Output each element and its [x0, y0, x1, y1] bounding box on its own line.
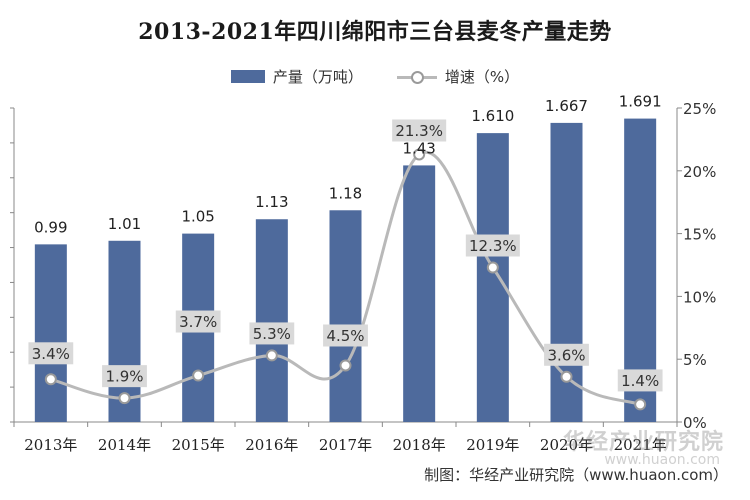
growth-marker [192, 369, 205, 382]
bar-value-label: 1.05 [181, 208, 214, 226]
x-tick-label: 2014年 [98, 436, 151, 454]
bar-value-label: 1.610 [471, 107, 514, 125]
growth-marker [560, 370, 573, 383]
legend-label-output: 产量（万吨） [272, 68, 363, 86]
x-tick-label: 2019年 [466, 436, 519, 454]
bar [476, 133, 509, 422]
growth-marker [486, 261, 499, 274]
bar-value-label: 1.18 [329, 184, 362, 202]
growth-label-box [617, 369, 663, 392]
growth-marker [44, 373, 57, 386]
bar-value-label: 0.99 [34, 218, 67, 236]
growth-marker [339, 359, 352, 372]
growth-label-box [392, 119, 447, 142]
bar [34, 244, 67, 422]
growth-value-label: 12.3% [469, 237, 517, 255]
legend-label-growth: 增速（%） [444, 68, 520, 86]
growth-label-box [175, 310, 221, 333]
x-tick-label: 2018年 [393, 436, 446, 454]
legend-item-output: 产量（万吨） [230, 66, 363, 87]
x-tick-label: 2015年 [172, 436, 225, 454]
growth-label-box [102, 365, 147, 388]
growth-label-box [323, 324, 368, 347]
bar-value-label: 1.01 [108, 215, 141, 233]
bar [255, 219, 288, 422]
growth-line [50, 150, 641, 406]
legend-bar-swatch [230, 70, 265, 83]
right-tick-label: 15% [683, 226, 716, 244]
growth-marker [265, 349, 278, 362]
bar [329, 210, 362, 422]
right-tick-label: 5% [683, 351, 707, 369]
watermark: 华经产业研究院 [562, 430, 724, 455]
right-tick-label: 20% [683, 163, 716, 181]
growth-value-label: 3.7% [179, 313, 217, 331]
growth-value-label: 1.4% [621, 372, 659, 390]
growth-value-label: 3.6% [547, 346, 585, 364]
growth-label-box [249, 322, 295, 345]
right-tick-label: 25% [683, 100, 716, 118]
legend: 产量（万吨） 增速（%） [0, 66, 750, 87]
bar-value-label: 1.43 [402, 139, 435, 157]
growth-label-box [544, 343, 589, 366]
x-tick-label: 2016年 [245, 436, 298, 454]
growth-value-label: 4.5% [326, 327, 364, 345]
growth-marker [118, 392, 131, 405]
x-tick-label: 2021年 [614, 436, 667, 454]
growth-value-label: 3.4% [32, 345, 70, 363]
legend-line-swatch [396, 70, 437, 84]
right-tick-label: 10% [683, 288, 716, 306]
x-tick-label: 2020年 [540, 436, 593, 454]
x-tick-label: 2013年 [24, 436, 77, 454]
bar [108, 240, 141, 422]
growth-label-box [28, 342, 74, 365]
bar-value-label: 1.13 [255, 193, 288, 211]
right-tick-label: 0% [683, 414, 707, 432]
growth-value-label: 21.3% [395, 122, 443, 140]
source-note: 制图：华经产业研究院（www.huaon.com） [424, 466, 728, 484]
x-tick-label: 2017年 [319, 436, 372, 454]
watermark-url: www.huaon.com [604, 452, 720, 468]
growth-marker [413, 148, 426, 161]
bar-value-label: 1.667 [545, 97, 588, 115]
bar-value-label: 1.691 [619, 93, 662, 111]
bar [403, 165, 436, 422]
growth-marker [634, 398, 647, 411]
growth-label-box [465, 234, 520, 257]
legend-item-growth: 增速（%） [396, 66, 520, 87]
chart-title: 2013-2021年四川绵阳市三台县麦冬产量走势 [138, 19, 612, 45]
growth-value-label: 1.9% [105, 368, 143, 386]
growth-value-label: 5.3% [253, 325, 291, 343]
